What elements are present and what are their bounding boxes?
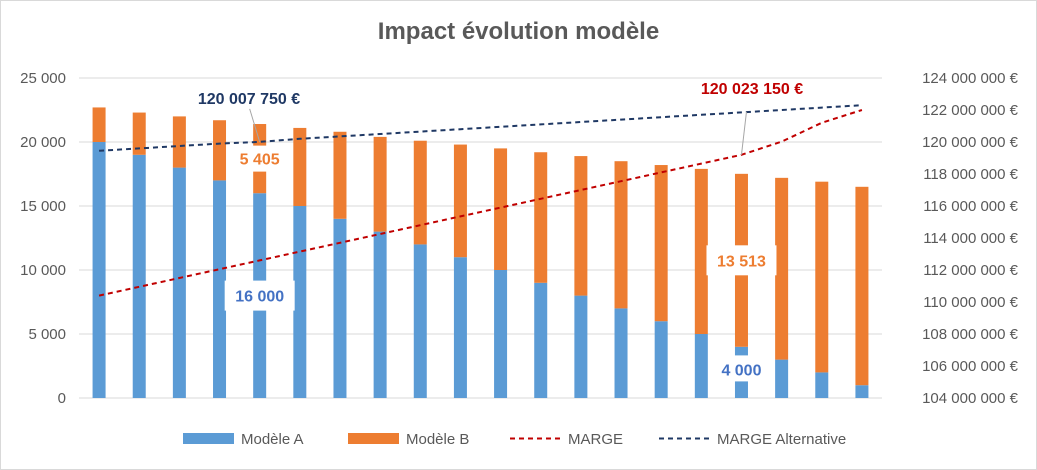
right-tick-label: 114 000 000 € <box>923 230 1018 247</box>
bar-mod-le-a <box>453 257 467 398</box>
bar-mod-le-b <box>775 177 789 360</box>
bar-mod-le-a <box>213 180 227 398</box>
right-tick-label: 106 000 000 € <box>922 358 1019 375</box>
bar-mod-le-b <box>293 127 307 206</box>
annotation-leader <box>740 111 747 155</box>
bar-mod-le-a <box>373 231 387 398</box>
left-tick-label: 0 <box>58 390 66 407</box>
bar-mod-le-a <box>413 244 427 398</box>
annotation-box <box>224 280 295 311</box>
annotation-label: 4 000 <box>721 362 761 379</box>
bar-mod-le-a <box>293 206 307 398</box>
bar-mod-le-a <box>775 359 789 398</box>
chart-title: Impact évolution modèle <box>377 18 660 45</box>
bar-mod-le-a <box>855 385 869 398</box>
bar-mod-le-a <box>534 282 548 398</box>
bar-mod-le-b <box>132 112 146 155</box>
lines <box>98 104 863 297</box>
bar-mod-le-a <box>132 154 146 398</box>
legend-label: Modèle A <box>241 431 304 448</box>
left-tick-label: 20 000 <box>20 134 66 151</box>
right-tick-label: 112 000 000 € <box>923 262 1018 279</box>
left-tick-label: 10 000 <box>20 262 66 279</box>
bar-mod-le-a <box>815 372 829 398</box>
right-tick-label: 120 000 000 € <box>922 134 1019 151</box>
right-tick-label: 116 000 000 € <box>923 198 1018 215</box>
left-axis-ticks: 0 5 000 10 000 15 000 20 000 25 000 <box>20 70 66 407</box>
bar-mod-le-b <box>333 131 347 219</box>
bar-mod-le-a <box>333 218 347 398</box>
annotation-label: 5 405 <box>240 152 280 169</box>
legend-item: Modèle B <box>348 431 469 448</box>
bar-mod-le-b <box>815 181 829 373</box>
bar-mod-le-b <box>213 120 227 181</box>
legend-item: Modèle A <box>183 431 304 448</box>
bar-mod-le-b <box>413 140 427 245</box>
annotation-label: 120 023 150 € <box>701 81 803 98</box>
bar-mod-le-a <box>694 334 708 398</box>
left-tick-label: 5 000 <box>28 326 66 343</box>
line-marge <box>98 109 863 297</box>
bar-mod-le-b <box>494 148 508 270</box>
bar-mod-le-b <box>373 136 387 232</box>
right-tick-label: 110 000 000 € <box>923 294 1018 311</box>
annotation-label: 120 007 750 € <box>198 91 300 108</box>
annotation-box <box>712 355 771 382</box>
right-tick-label: 118 000 000 € <box>923 166 1018 183</box>
legend-swatch <box>183 433 234 444</box>
bar-mod-le-b <box>614 161 628 309</box>
legend-label: MARGE <box>568 431 623 448</box>
right-tick-label: 104 000 000 € <box>922 390 1019 407</box>
bar-mod-le-b <box>694 168 708 334</box>
annotations: 120 007 750 € 120 023 150 € 5 405 16 000 13 … <box>198 81 803 382</box>
bar-mod-le-a <box>574 295 588 398</box>
annotation-box <box>232 145 287 172</box>
legend-swatch <box>348 433 399 444</box>
left-tick-label: 25 000 <box>20 70 66 87</box>
bar-mod-le-b <box>654 165 668 322</box>
right-axis-ticks: 104 000 000 € 106 000 000 € 108 000 000 € 1… <box>922 70 1019 407</box>
bar-mod-le-a <box>614 308 628 398</box>
bar-mod-le-b <box>453 144 467 258</box>
bars <box>92 107 869 398</box>
line-marge-alternative <box>99 104 862 152</box>
bar-mod-le-a <box>494 270 508 398</box>
bar-mod-le-a <box>92 142 106 398</box>
left-tick-label: 15 000 <box>20 198 66 215</box>
legend-item: MARGE Alternative <box>659 431 846 448</box>
right-tick-label: 124 000 000 € <box>922 70 1019 87</box>
bar-mod-le-b <box>534 152 548 283</box>
annotation-box <box>706 245 777 276</box>
annotation-label: 16 000 <box>235 289 284 306</box>
bar-mod-le-b <box>855 186 869 386</box>
right-tick-label: 122 000 000 € <box>922 102 1019 119</box>
bar-mod-le-b <box>574 156 588 296</box>
annotation-leader <box>249 108 261 143</box>
grid-lines <box>79 77 882 399</box>
legend-label: MARGE Alternative <box>717 431 846 448</box>
bar-mod-le-b <box>92 107 106 142</box>
legend: Modèle A Modèle B MARGE MARGE Alternative <box>183 431 846 448</box>
bar-mod-le-a <box>172 167 186 398</box>
right-tick-label: 108 000 000 € <box>922 326 1019 343</box>
annotation-label: 13 513 <box>717 253 766 270</box>
bar-mod-le-b <box>172 116 186 168</box>
legend-item: MARGE <box>510 431 623 448</box>
legend-label: Modèle B <box>406 431 469 448</box>
bar-mod-le-a <box>654 321 668 398</box>
